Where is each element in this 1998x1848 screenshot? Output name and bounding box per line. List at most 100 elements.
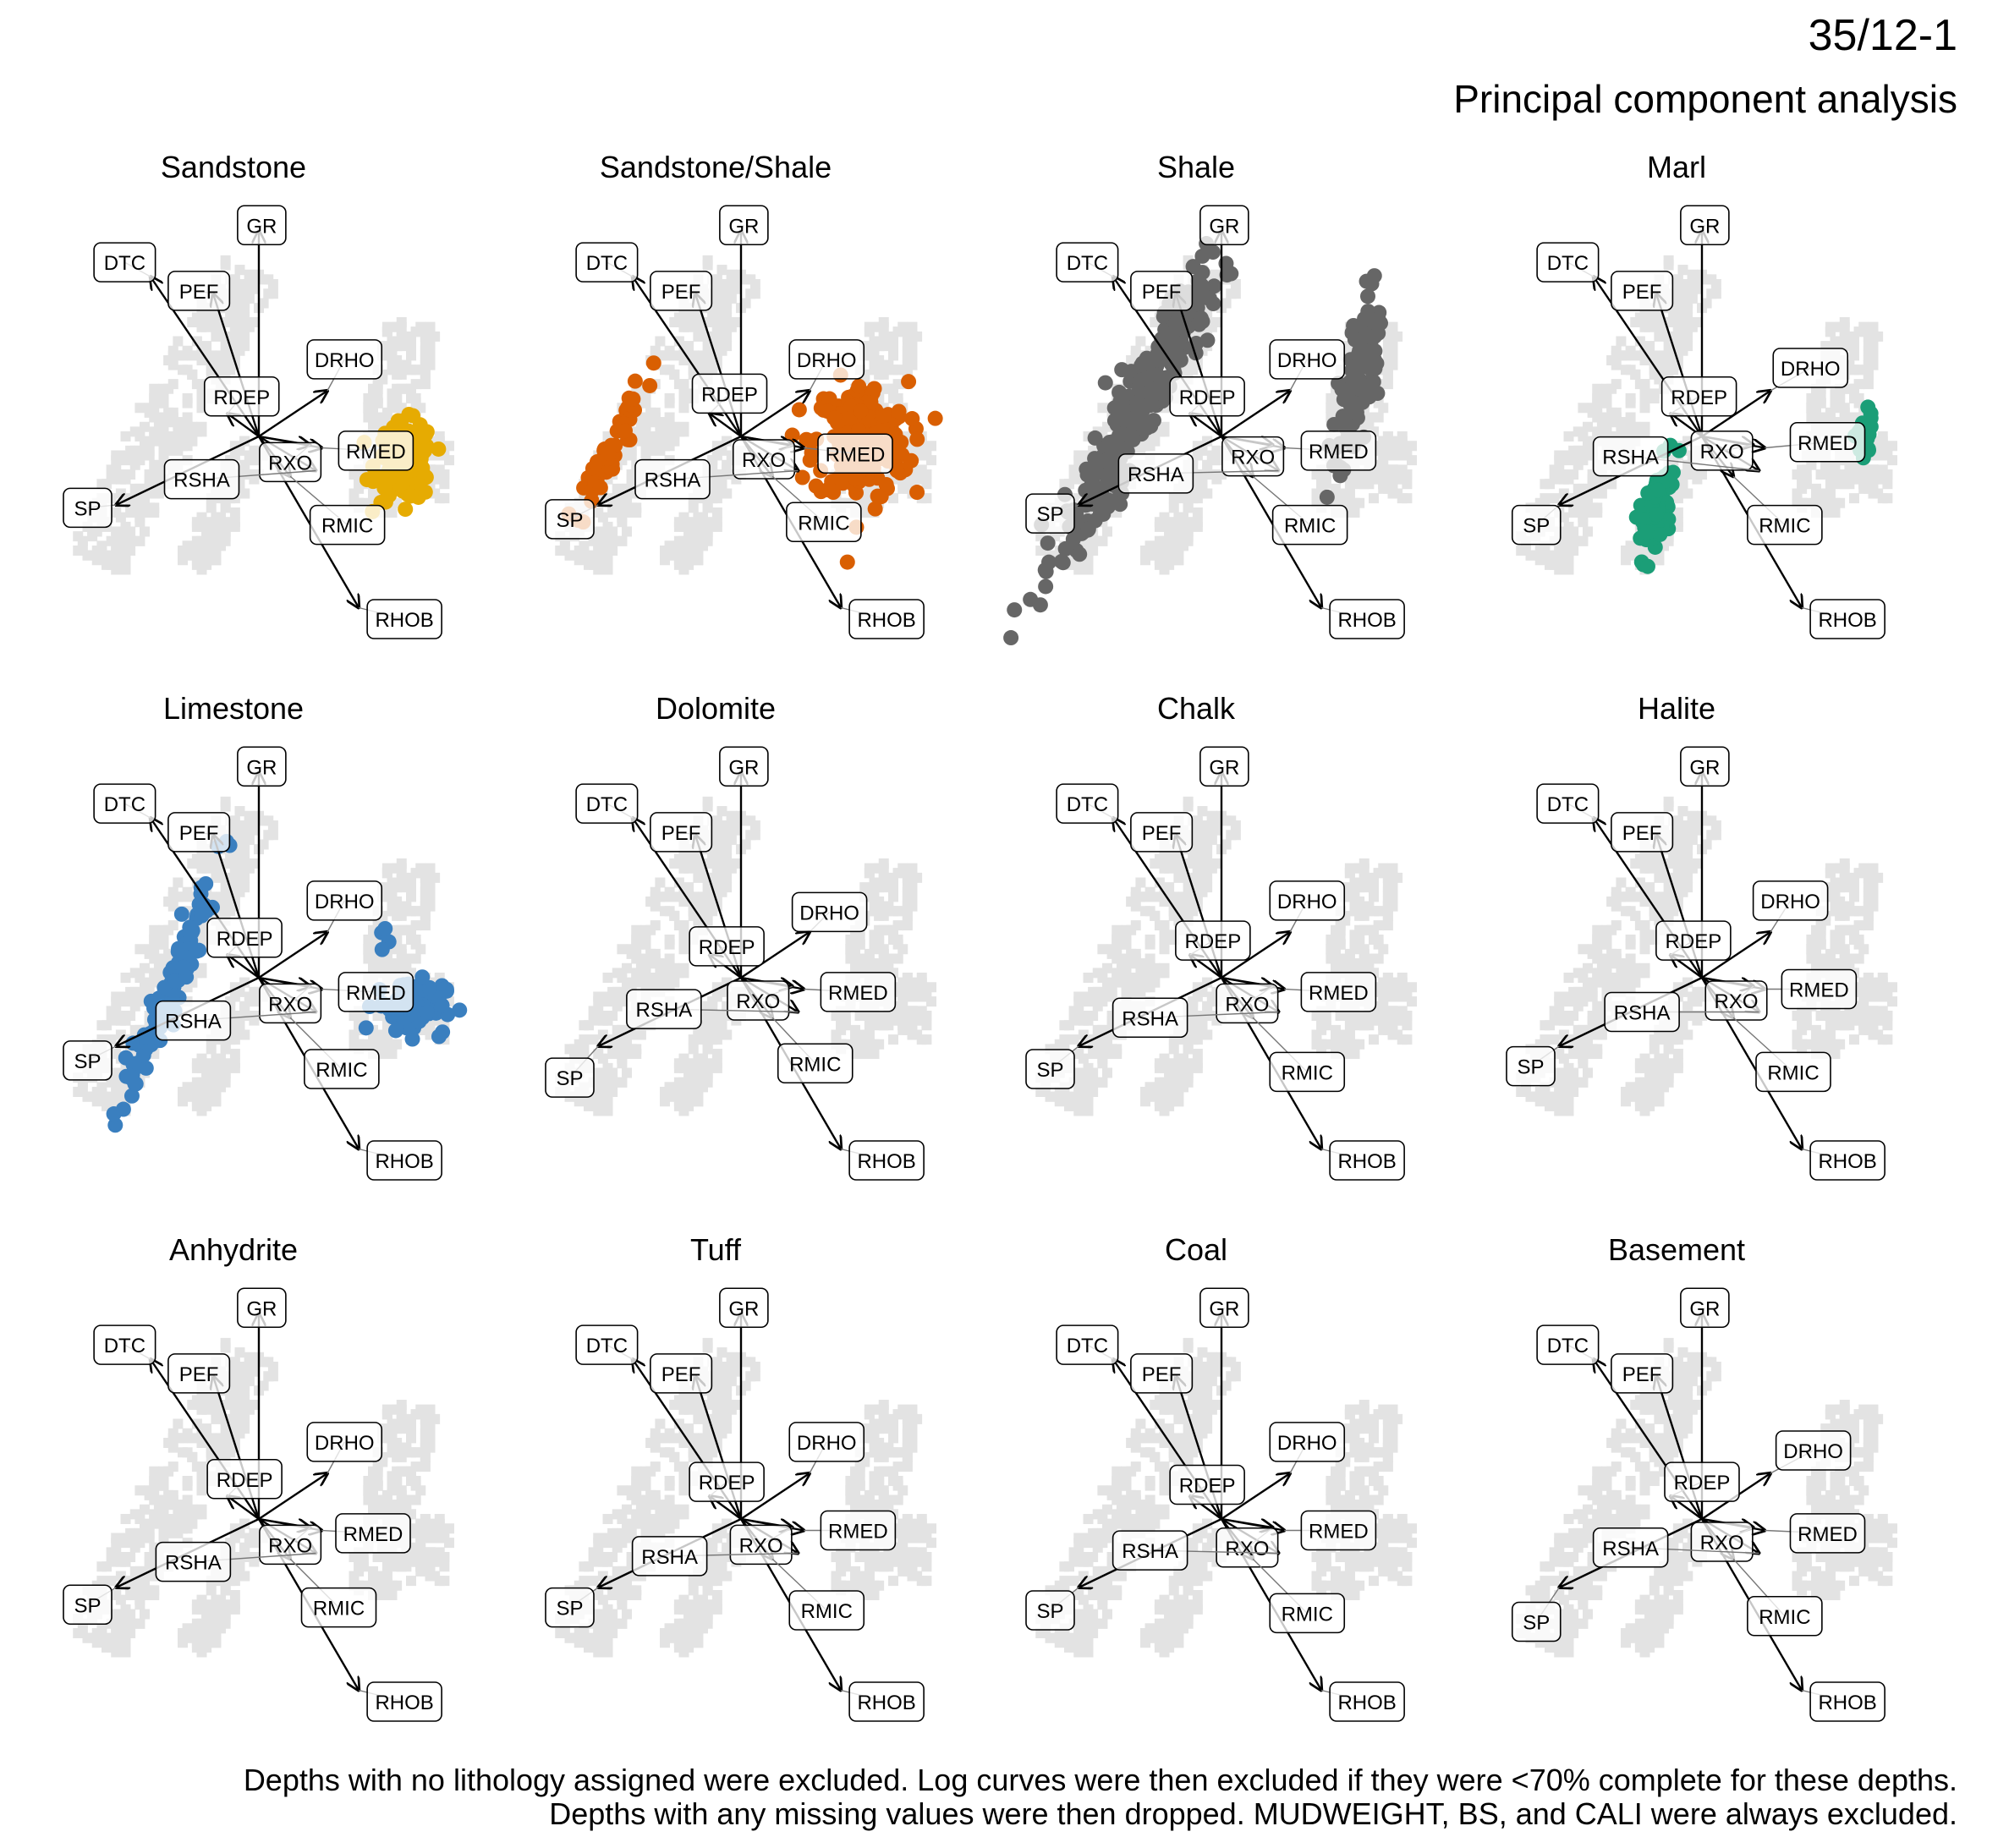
background-point [1710, 279, 1721, 289]
background-point [1654, 331, 1665, 342]
background-point [420, 341, 431, 352]
background-point [1811, 483, 1821, 494]
background-point [420, 379, 431, 390]
background-point [396, 910, 407, 921]
background-point [1677, 317, 1688, 327]
chart-subtitle: Principal component analysis [1453, 77, 1957, 121]
loading-label-rmed: RMED [1789, 421, 1866, 463]
loading-label-text: RDEP [213, 387, 270, 409]
background-point [892, 365, 903, 376]
background-point [1197, 483, 1208, 494]
background-point [612, 483, 623, 494]
loading-label-rhob: RHOB [366, 599, 442, 639]
background-point [1839, 407, 1850, 418]
background-point [158, 935, 169, 945]
background-point [1540, 546, 1551, 556]
background-point [888, 393, 898, 403]
background-point [1563, 555, 1574, 566]
data-point [405, 408, 421, 424]
data-point [1072, 546, 1088, 562]
background-point [120, 555, 131, 566]
data-point [826, 410, 843, 426]
background-point [234, 317, 245, 327]
data-point [851, 378, 867, 394]
background-point [1792, 488, 1803, 499]
background-point [693, 526, 704, 537]
background-point [111, 526, 122, 537]
background-point [1868, 479, 1879, 490]
background-point [244, 863, 255, 874]
loading-label-text: GR [246, 215, 277, 238]
background-point [216, 517, 226, 528]
background-point [1378, 464, 1389, 475]
background-point [82, 1091, 93, 1102]
loading-label-rsha: RSHA [163, 458, 240, 500]
loading-label-dtc: DTC [1536, 242, 1600, 282]
background-point [182, 1082, 193, 1093]
background-point [912, 469, 923, 480]
background-point [702, 502, 713, 513]
data-point [1111, 400, 1127, 416]
background-point [869, 355, 880, 365]
background-point [173, 421, 184, 432]
background-point [664, 393, 675, 403]
background-point [239, 872, 250, 883]
data-point [642, 377, 658, 393]
background-point [244, 991, 255, 1002]
background-point [655, 421, 666, 432]
background-point [664, 540, 675, 551]
loading-label-text: RSHA [645, 469, 701, 492]
background-point [1578, 535, 1589, 546]
background-point [196, 863, 207, 874]
background-point [864, 321, 875, 332]
background-point [425, 321, 436, 332]
background-point [1159, 512, 1170, 523]
background-point [415, 944, 426, 955]
background-point [211, 526, 222, 537]
background-point [1402, 493, 1413, 504]
background-point [211, 331, 222, 342]
background-point [693, 331, 704, 342]
background-point [249, 283, 260, 294]
background-point [1858, 464, 1869, 475]
background-point [678, 421, 689, 432]
background-point [220, 260, 231, 271]
loading-label-text: DTC [104, 252, 145, 275]
background-point [711, 507, 722, 518]
background-point [1206, 450, 1217, 461]
background-point [406, 393, 416, 403]
data-point [891, 403, 907, 420]
background-point [444, 455, 454, 466]
background-point [722, 331, 733, 342]
data-point [398, 502, 414, 518]
data-point [1342, 397, 1359, 413]
background-point [1592, 393, 1603, 403]
data-point [1359, 273, 1375, 289]
background-point [267, 820, 278, 831]
background-point [1853, 326, 1864, 337]
background-point [1649, 388, 1660, 399]
background-point [1868, 350, 1879, 361]
background-point [140, 421, 150, 432]
background-point [1097, 535, 1108, 546]
data-point [377, 494, 393, 510]
background-point [234, 858, 245, 869]
background-point [129, 483, 140, 494]
background-point [196, 1053, 207, 1064]
background-point [1835, 393, 1846, 403]
background-point [410, 868, 421, 879]
background-point [1159, 421, 1170, 432]
background-point [82, 550, 93, 561]
data-point [625, 391, 641, 407]
background-point [125, 535, 136, 546]
data-point [1023, 591, 1039, 607]
background-point [635, 417, 646, 428]
background-point [134, 403, 145, 414]
data-point [1193, 310, 1209, 326]
loading-label-rmed: RMED [817, 433, 893, 474]
background-point [1402, 479, 1413, 490]
background-point [396, 958, 407, 969]
background-point [1797, 464, 1808, 475]
background-point [617, 512, 628, 523]
